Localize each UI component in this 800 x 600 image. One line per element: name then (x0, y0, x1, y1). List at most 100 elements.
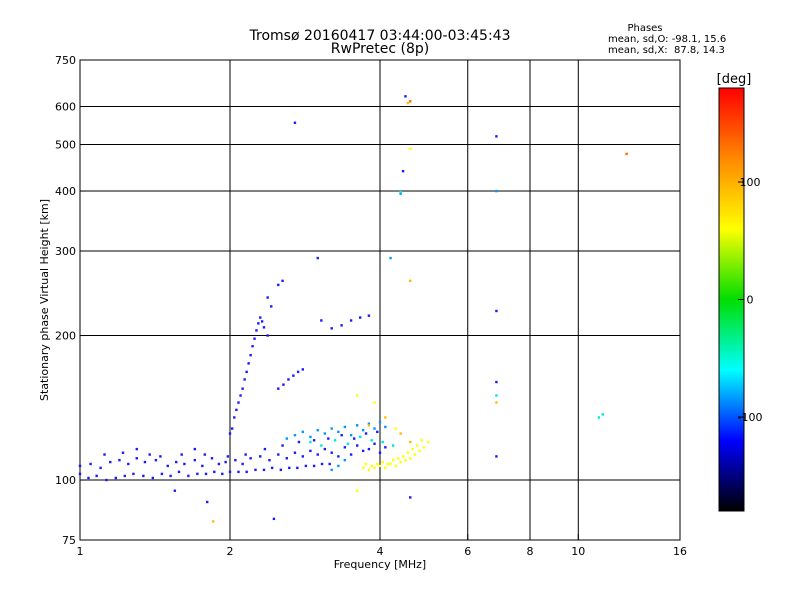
data-point (228, 470, 232, 474)
data-point (251, 345, 254, 348)
data-point (384, 416, 387, 419)
data-point (323, 447, 327, 451)
data-point (243, 378, 246, 381)
data-point (420, 439, 423, 442)
data-points (78, 95, 628, 523)
data-point (203, 453, 206, 456)
data-point (234, 458, 237, 462)
data-point (268, 458, 271, 462)
x-tick-label: 8 (527, 545, 534, 558)
data-point (142, 474, 145, 478)
data-point (285, 437, 288, 440)
data-point (270, 466, 274, 470)
data-point (196, 472, 199, 476)
data-point (151, 476, 155, 480)
data-point (277, 453, 280, 456)
data-point (427, 440, 430, 444)
data-point (247, 362, 250, 365)
data-point (244, 453, 247, 456)
data-point (358, 316, 362, 319)
data-point (409, 279, 412, 283)
gridlines (80, 60, 680, 540)
data-point (309, 440, 312, 444)
data-point (384, 466, 387, 470)
data-point (355, 489, 359, 492)
data-point (309, 449, 312, 453)
data-point (330, 427, 333, 430)
data-point (221, 472, 224, 476)
data-point (373, 442, 376, 445)
data-point (378, 420, 382, 424)
data-point (201, 464, 204, 468)
data-point (367, 424, 371, 427)
data-point (169, 474, 172, 478)
data-point (495, 189, 498, 193)
data-point (349, 433, 353, 437)
data-point (237, 401, 240, 404)
colorbar-tick-label: -100 (738, 411, 763, 424)
data-point (230, 427, 234, 430)
data-point (233, 416, 236, 419)
data-point (239, 394, 242, 397)
data-point (495, 401, 498, 404)
data-point (180, 453, 183, 456)
data-point (401, 169, 405, 173)
data-point (253, 337, 256, 340)
data-point (381, 460, 384, 464)
data-point (399, 192, 402, 195)
data-point (281, 444, 284, 447)
data-point (183, 462, 186, 466)
data-point (330, 468, 333, 472)
colorbar-tick-label: 0 (747, 294, 754, 307)
data-point (394, 427, 397, 430)
data-point (296, 370, 300, 374)
data-point (89, 462, 92, 466)
data-point (370, 439, 373, 442)
data-point (389, 462, 392, 466)
data-point (224, 460, 227, 464)
chart-subtitle: RwPretec (8p) (331, 41, 429, 57)
data-point (349, 453, 353, 456)
y-tick-label: 100 (55, 474, 76, 487)
data-point (304, 464, 308, 468)
y-tick-label: 500 (55, 139, 76, 152)
data-point (328, 462, 331, 466)
data-point (272, 517, 276, 521)
data-point (270, 305, 273, 308)
colorbar-label: [deg] (717, 72, 752, 87)
data-point (409, 100, 412, 103)
data-point (320, 462, 324, 466)
y-tick-label: 750 (55, 54, 76, 67)
data-point (262, 468, 266, 472)
data-point (352, 437, 356, 440)
stats-line-x: mean, sd,X: 87.8, 14.3 (608, 45, 725, 56)
x-tick-label: 1 (77, 545, 84, 558)
plot-area: 1 2 4 6 8 10 16 75 100 200 300 400 500 600 750 (55, 54, 687, 558)
y-tick-label: 75 (62, 534, 76, 547)
data-point (343, 425, 347, 429)
data-point (121, 451, 125, 454)
data-point (330, 451, 333, 454)
data-point (237, 470, 240, 474)
data-point (355, 394, 359, 397)
data-point (495, 135, 498, 138)
data-point (495, 309, 498, 313)
data-point (349, 319, 353, 322)
data-point (175, 460, 178, 464)
data-point (340, 324, 343, 327)
data-point (241, 462, 244, 466)
data-point (323, 432, 327, 435)
data-point (241, 387, 244, 390)
data-point (361, 466, 365, 470)
data-point (114, 476, 118, 480)
y-tick-label: 400 (55, 185, 76, 198)
x-axis-ticks: 1 2 4 6 8 10 16 (77, 534, 687, 558)
data-point (254, 468, 257, 472)
data-point (376, 462, 379, 466)
data-point (373, 401, 376, 404)
data-point (384, 446, 387, 449)
data-point (135, 447, 138, 451)
data-point (316, 256, 319, 260)
data-point (293, 433, 297, 437)
data-point (394, 464, 397, 468)
